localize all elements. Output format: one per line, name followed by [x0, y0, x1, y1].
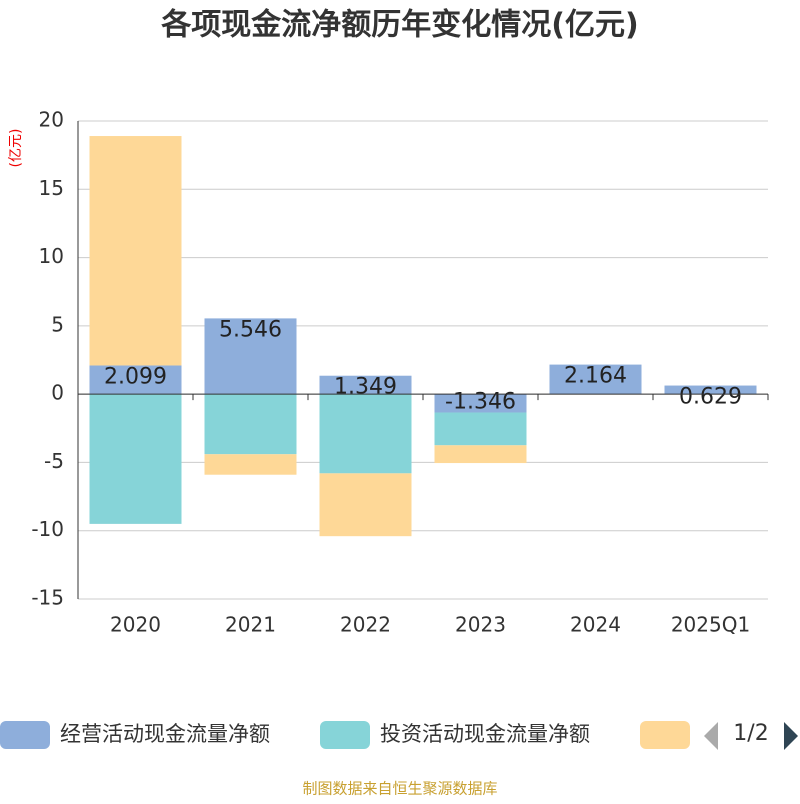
- value-label: 2.099: [104, 364, 167, 389]
- bar: [89, 394, 182, 524]
- x-tick-label: 2025Q1: [671, 613, 750, 637]
- value-label: 0.629: [679, 385, 742, 410]
- y-unit: (亿元): [8, 129, 24, 168]
- bar: [204, 318, 297, 395]
- y-tick-label: 0: [51, 381, 64, 405]
- y-tick-label: -10: [31, 517, 64, 541]
- bar: [89, 365, 182, 395]
- legend-label: 经营活动现金流量净额: [60, 722, 270, 746]
- x-tick-label: 2024: [570, 613, 621, 637]
- y-tick-label: 15: [39, 176, 64, 200]
- x-tick-label: 2023: [455, 613, 506, 637]
- bar: [319, 473, 412, 537]
- bar: [434, 445, 527, 464]
- chart-title: 各项现金流净额历年变化情况(亿元): [160, 8, 638, 43]
- y-tick-label: 5: [51, 312, 64, 336]
- legend-next[interactable]: [784, 722, 798, 750]
- y-tick-label: -15: [31, 586, 64, 610]
- x-tick-label: 2022: [340, 613, 391, 637]
- bar: [204, 454, 297, 475]
- value-label: -1.346: [445, 390, 516, 415]
- legend-label: 投资活动现金流量净额: [380, 722, 590, 746]
- value-label: 2.164: [564, 364, 627, 389]
- bar: [434, 394, 527, 413]
- legend-swatch: [320, 721, 370, 749]
- y-tick-label: 10: [39, 244, 64, 268]
- y-tick-label: -5: [44, 449, 64, 473]
- source-note: 制图数据来自恒生聚源数据库: [302, 780, 497, 798]
- legend-swatch: [640, 721, 690, 749]
- bar: [89, 136, 182, 366]
- legend-prev[interactable]: [704, 722, 718, 750]
- legend-swatch: [0, 721, 50, 749]
- bar: [319, 394, 412, 474]
- value-label: 5.546: [219, 317, 282, 342]
- x-tick-label: 2020: [110, 613, 161, 637]
- bar: [549, 364, 642, 395]
- bar: [434, 412, 527, 446]
- y-tick-label: 20: [39, 108, 64, 132]
- bar: [204, 394, 297, 455]
- bar: [664, 385, 757, 395]
- bar: [319, 375, 412, 395]
- x-tick-label: 2021: [225, 613, 276, 637]
- legend-page: 1/2: [733, 721, 768, 746]
